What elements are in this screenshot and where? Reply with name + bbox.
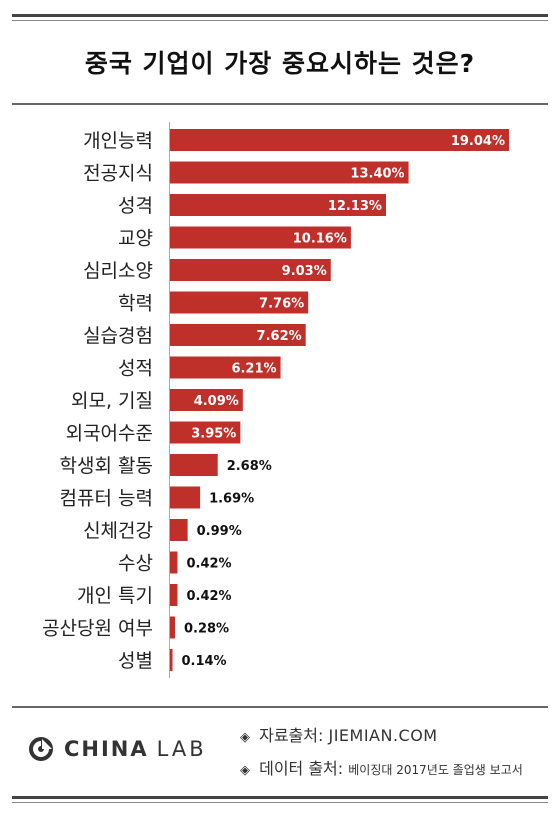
category-label: 성별 (118, 650, 153, 672)
bars-group: 개인능력 19.04% 전공지식 13.40% 성격 12.13% 교양 10.16% 심리소양… (42, 129, 509, 672)
category-label: 개인 특기 (77, 585, 153, 607)
data-source-line: ◈ 데이터 출처: 베이징대 2017년도 졸업생 보고서 (240, 755, 523, 779)
bar (170, 584, 178, 606)
category-label: 신체건강 (83, 520, 153, 542)
chinalab-logo-icon (29, 737, 53, 761)
value-label: 2.68% (227, 459, 272, 474)
diamond-bullet-icon: ◈ (240, 763, 250, 778)
bottom-rule (12, 796, 548, 799)
top-rule-thin (12, 20, 548, 21)
source-value: JIEMIAN.COM (328, 726, 438, 745)
value-label: 7.76% (259, 297, 304, 312)
bar (170, 421, 241, 444)
bar (170, 519, 188, 541)
category-label: 컴퓨터 능력 (60, 488, 153, 510)
bar (170, 454, 218, 476)
category-label: 실습경험 (83, 325, 153, 347)
bar-chart: 개인능력 19.04% 전공지식 13.40% 성격 12.13% 교양 10.16% 심리소양… (42, 122, 509, 678)
value-label: 0.14% (181, 654, 226, 669)
value-label: 0.99% (197, 524, 242, 539)
category-label: 성적 (118, 358, 153, 380)
value-label: 7.62% (257, 329, 302, 344)
category-label: 외모, 기질 (71, 390, 153, 412)
category-label: 심리소양 (83, 260, 153, 282)
bar (170, 226, 351, 249)
bar (170, 194, 386, 216)
bar (170, 356, 281, 379)
bar (170, 161, 409, 184)
bar (170, 324, 306, 346)
value-label: 4.09% (194, 394, 239, 409)
bar (170, 291, 309, 314)
bar (170, 129, 509, 151)
source-line: ◈ 자료출처: JIEMIAN.COM (240, 722, 438, 746)
value-label: 0.42% (186, 589, 231, 604)
category-label: 외국어수준 (66, 423, 153, 445)
footer: CHINA LAB ◈ 자료출처: JIEMIAN.COM ◈ 데이터 출처: … (0, 700, 560, 790)
bar (170, 486, 201, 509)
value-label: 6.21% (231, 362, 276, 377)
top-rule (12, 14, 548, 17)
category-label: 학생회 활동 (60, 455, 153, 477)
category-label: 성격 (118, 195, 153, 217)
value-label: 3.95% (191, 427, 236, 442)
logo-text-lab: LAB (156, 737, 207, 761)
value-label: 13.40% (350, 167, 404, 182)
category-label: 개인능력 (83, 130, 153, 152)
category-label: 공산당원 여부 (42, 618, 153, 640)
data-source-value: 베이징대 2017년도 졸업생 보고서 (348, 763, 523, 777)
value-label: 19.04% (451, 134, 505, 149)
chinalab-logo: CHINA LAB (28, 734, 207, 764)
source-label: 자료출처: (259, 726, 324, 745)
logo-text-china: CHINA (64, 737, 149, 761)
value-label: 10.16% (293, 232, 347, 247)
category-label: 전공지식 (83, 163, 153, 185)
bar (170, 616, 175, 639)
value-label: 12.13% (328, 199, 382, 214)
value-label: 9.03% (282, 264, 327, 279)
bar (170, 389, 243, 411)
diamond-bullet-icon: ◈ (240, 730, 250, 745)
bar (170, 259, 331, 281)
category-label: 수상 (118, 553, 153, 575)
bar (170, 649, 173, 671)
value-label: 0.42% (186, 557, 231, 572)
category-label: 학력 (118, 293, 153, 315)
title-underline (12, 103, 548, 105)
value-label: 1.69% (209, 492, 254, 507)
footer-top-rule (12, 706, 548, 708)
data-source-label: 데이터 출처: (259, 759, 344, 778)
bottom-rule-thin (12, 802, 548, 803)
category-label: 교양 (118, 228, 153, 250)
bar (170, 551, 178, 574)
chart-title: 중국 기업이 가장 중요시하는 것은? (84, 49, 476, 78)
value-label: 0.28% (184, 622, 229, 637)
